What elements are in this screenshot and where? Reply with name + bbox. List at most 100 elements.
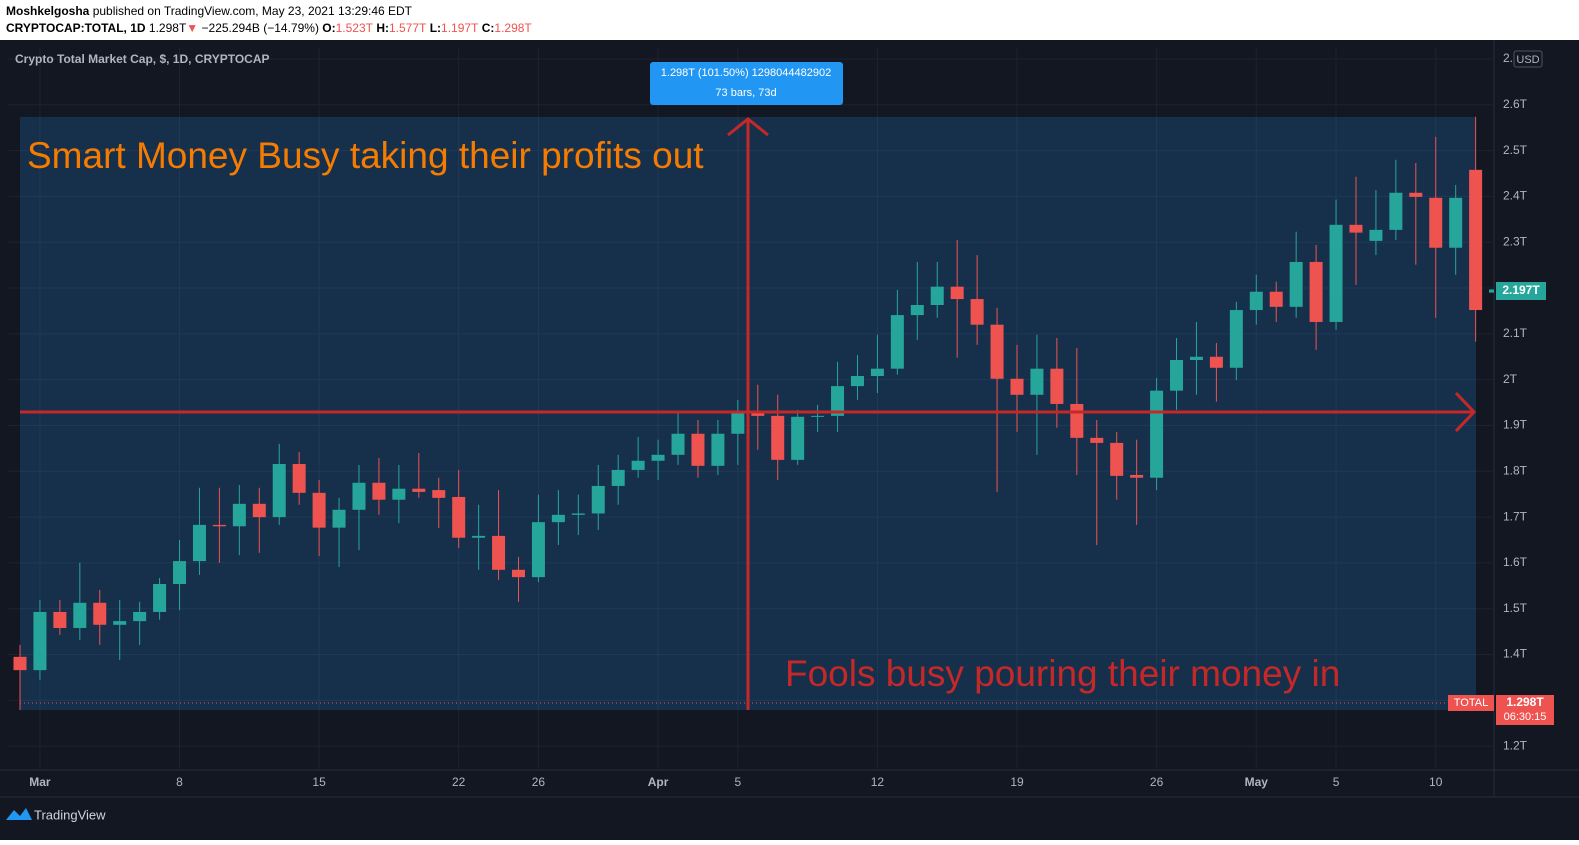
candle-body xyxy=(512,569,525,578)
change: −225.294B (−14.79%) xyxy=(202,21,319,35)
y-tick-label: 2.5T xyxy=(1503,143,1528,157)
countdown: 06:30:15 xyxy=(1504,711,1547,723)
measure-text: 1.298T (101.50%) 1298044482902 xyxy=(661,67,831,79)
arrow-right xyxy=(1454,391,1477,433)
y-tick-label: 2.3T xyxy=(1503,234,1528,248)
candle-body xyxy=(651,454,665,461)
candle-body xyxy=(1229,310,1243,368)
candle-body xyxy=(1150,390,1164,478)
candle-body xyxy=(910,305,924,316)
candle-body xyxy=(1309,261,1323,322)
header-bg xyxy=(0,0,1579,40)
candle-body xyxy=(1489,289,1494,293)
y-tick-label: 1.6T xyxy=(1503,555,1528,569)
y-tick-label: 1.8T xyxy=(1503,463,1528,477)
candle-body xyxy=(412,488,426,492)
candle-body xyxy=(950,286,964,300)
candle-body xyxy=(272,463,286,518)
candle-body xyxy=(970,299,984,325)
candle-body xyxy=(1170,359,1184,391)
arrow: ▼ xyxy=(186,21,198,35)
x-tick-label: 22 xyxy=(452,775,466,789)
candle-body xyxy=(332,509,346,528)
candle-body xyxy=(1349,224,1363,233)
candle-body xyxy=(711,433,725,466)
close-price: 1.298T xyxy=(1506,695,1544,709)
x-tick-label: Mar xyxy=(29,775,51,789)
y-tick-label: 1.2T xyxy=(1503,738,1528,752)
candle-body xyxy=(1449,197,1463,248)
candle-body xyxy=(531,522,545,578)
x-tick-label: 5 xyxy=(734,775,741,789)
candle-body xyxy=(93,602,107,625)
x-tick-label: 8 xyxy=(176,775,183,789)
candle-body xyxy=(1130,474,1144,478)
candle-body xyxy=(452,496,466,538)
chart-bg xyxy=(0,40,1579,840)
candle-body xyxy=(192,524,206,562)
candle-body xyxy=(432,490,446,498)
candle-body xyxy=(173,561,187,585)
candle-body xyxy=(731,411,745,434)
annotation: Fools busy pouring their money in xyxy=(785,653,1340,694)
x-tick-label: 19 xyxy=(1010,775,1024,789)
candle-body xyxy=(1289,261,1303,307)
candle-body xyxy=(1409,192,1423,197)
candle-body xyxy=(1469,169,1483,311)
h-key: H: xyxy=(376,21,389,35)
candle-body xyxy=(890,315,904,369)
arrow-up xyxy=(727,117,769,137)
candle-body xyxy=(551,514,565,523)
c-key: C: xyxy=(482,21,495,35)
current-badge xyxy=(1496,282,1546,300)
y-tick-label: 1.9T xyxy=(1503,418,1528,432)
x-tick-label: 5 xyxy=(1333,775,1340,789)
x-tick-label: May xyxy=(1245,775,1269,789)
x-tick-label: 12 xyxy=(871,775,885,789)
candle-body xyxy=(1369,229,1383,241)
candle-body xyxy=(1389,192,1403,230)
candle-body xyxy=(591,485,605,514)
y-tick-label: 2.1T xyxy=(1503,326,1528,340)
candle-body xyxy=(791,416,805,460)
published: published on TradingView.com, May 23, 20… xyxy=(93,4,413,18)
candle-body xyxy=(73,602,87,628)
candle-body xyxy=(392,488,406,500)
candle-body xyxy=(312,492,326,528)
author: Moshkelgosha xyxy=(6,4,90,18)
x-tick-label: Apr xyxy=(648,775,669,789)
currency: USD xyxy=(1516,54,1539,66)
candle-body xyxy=(133,611,147,622)
candle-body xyxy=(252,503,266,518)
candle-body xyxy=(53,611,67,628)
candle-body xyxy=(1429,197,1443,248)
candle-body xyxy=(691,433,705,466)
l-val: 1.197T xyxy=(441,21,479,35)
candle-body xyxy=(292,463,306,493)
symbol: CRYPTOCAP:TOTAL, 1D xyxy=(6,21,146,35)
candle-body xyxy=(212,524,226,527)
symbol-badge xyxy=(1448,695,1494,711)
candle-body xyxy=(113,621,127,625)
close-badge xyxy=(1496,695,1554,725)
candle-body xyxy=(232,503,246,527)
x-tick-label: 15 xyxy=(312,775,326,789)
candle-body xyxy=(472,535,486,538)
candle-body xyxy=(372,482,386,500)
h-val: 1.577T xyxy=(389,21,427,35)
annotation: Smart Money Busy taking their profits ou… xyxy=(27,135,704,176)
y-tick-label: 1.5T xyxy=(1503,601,1528,615)
candle-body xyxy=(671,433,685,455)
symbol-line: CRYPTOCAP:TOTAL, 1D 1.298T▼ −225.294B (−… xyxy=(6,21,532,35)
candle-body xyxy=(990,324,1004,379)
symbol-label: TOTAL xyxy=(1454,697,1488,709)
candle-body xyxy=(1269,291,1283,307)
o-val: 1.523T xyxy=(336,21,374,35)
candle-body xyxy=(1249,291,1263,311)
header-line: Moshkelgosha published on TradingView.co… xyxy=(6,4,413,18)
x-tick-label: 26 xyxy=(1150,775,1164,789)
last: 1.298T xyxy=(149,21,187,35)
candle-body xyxy=(870,368,884,377)
